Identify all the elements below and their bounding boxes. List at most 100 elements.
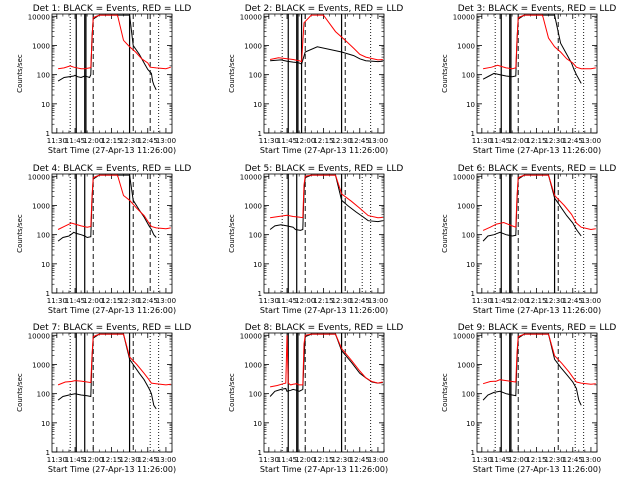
x-tick-label: 12:00 — [508, 137, 528, 145]
y-tick-label: 100 — [462, 391, 475, 399]
x-tick-label: 13:00 — [368, 137, 388, 145]
x-tick-label: 12:30 — [331, 297, 351, 305]
series-group — [57, 333, 171, 410]
y-tick-label: 10000 — [240, 173, 262, 181]
y-axis-label: Counts/sec — [228, 54, 236, 93]
y-tick-label: 1000 — [32, 361, 50, 369]
y-tick-label: 1 — [471, 290, 475, 298]
x-tick-label: 11:30 — [47, 137, 67, 145]
x-tick-label: 12:30 — [119, 456, 139, 464]
x-tick-label: 12:15 — [101, 456, 121, 464]
chart-title: Det 7: BLACK = Events, RED = LLD — [33, 323, 192, 333]
y-tick-label: 10000 — [28, 173, 50, 181]
series-line-red — [57, 174, 171, 230]
series-group — [482, 14, 596, 84]
y-tick-label: 1000 — [457, 202, 475, 210]
y-axis-label: Counts/sec — [16, 54, 24, 93]
plot-frame — [263, 332, 385, 453]
x-tick-label: 12:45 — [350, 297, 370, 305]
y-tick-label: 1 — [258, 290, 262, 298]
x-tick-label: 11:45 — [490, 137, 510, 145]
x-tick-label: 12:45 — [350, 456, 370, 464]
y-tick-label: 100 — [462, 232, 475, 240]
x-tick-label: 11:45 — [490, 456, 510, 464]
x-tick-label: 13:00 — [156, 297, 176, 305]
y-tick-label: 100 — [249, 72, 262, 80]
series-line-black — [270, 46, 383, 65]
y-tick-label: 1 — [46, 130, 50, 138]
x-tick-label: 12:00 — [508, 456, 528, 464]
x-tick-label: 12:30 — [544, 137, 564, 145]
y-axis-label: Counts/sec — [16, 373, 24, 412]
y-tick-label: 10 — [41, 420, 50, 428]
x-tick-label: 12:00 — [295, 297, 315, 305]
series-group — [269, 174, 383, 231]
y-axis-label: Counts/sec — [228, 373, 236, 412]
x-tick-label: 11:30 — [472, 137, 492, 145]
chart-title: Det 3: BLACK = Events, RED = LLD — [458, 4, 617, 14]
x-tick-label: 12:30 — [119, 137, 139, 145]
x-tick-label: 12:45 — [138, 456, 158, 464]
x-tick-label: 12:45 — [138, 297, 158, 305]
x-axis-label: Start Time (27-Apr-13 11:26:00) — [473, 146, 601, 155]
x-tick-label: 12:00 — [83, 297, 103, 305]
x-tick-label: 13:00 — [368, 456, 388, 464]
y-axis-label: Counts/sec — [441, 373, 449, 412]
series-line-black — [57, 333, 157, 410]
x-axis-label: Start Time (27-Apr-13 11:26:00) — [260, 146, 388, 155]
plot-frame — [51, 13, 173, 134]
series-line-black — [269, 174, 383, 231]
y-tick-label: 10 — [253, 101, 262, 109]
x-tick-label: 12:00 — [295, 456, 315, 464]
x-tick-label: 12:00 — [508, 297, 528, 305]
y-tick-label: 1 — [471, 449, 475, 457]
x-tick-label: 11:30 — [259, 456, 279, 464]
y-axis-label: Counts/sec — [441, 214, 449, 253]
y-tick-label: 10000 — [453, 13, 475, 21]
x-tick-label: 11:30 — [472, 297, 492, 305]
plot-frame — [51, 173, 173, 294]
series-line-red — [270, 174, 383, 219]
y-tick-label: 10 — [466, 420, 475, 428]
x-tick-label: 12:00 — [83, 456, 103, 464]
y-tick-label: 1 — [46, 290, 50, 298]
x-tick-label: 12:30 — [331, 137, 351, 145]
x-tick-label: 13:00 — [581, 137, 601, 145]
y-tick-label: 100 — [37, 72, 50, 80]
x-axis-label: Start Time (27-Apr-13 11:26:00) — [48, 146, 176, 155]
y-tick-label: 100 — [37, 391, 50, 399]
y-tick-label: 10000 — [453, 332, 475, 340]
series-line-black — [482, 14, 582, 84]
chart-panel-9: Det 9: BLACK = Events, RED = LLD Counts/s… — [441, 323, 616, 474]
y-tick-label: 1000 — [457, 361, 475, 369]
x-tick-label: 12:45 — [563, 297, 583, 305]
series-group — [269, 14, 383, 65]
plot-frame — [476, 13, 598, 134]
x-tick-label: 11:45 — [65, 137, 85, 145]
chart-panel-3: Det 3: BLACK = Events, RED = LLD Counts/s… — [441, 4, 616, 155]
x-axis-label: Start Time (27-Apr-13 11:26:00) — [48, 465, 176, 474]
series-group — [482, 174, 596, 242]
y-tick-label: 10 — [253, 420, 262, 428]
x-tick-label: 12:00 — [83, 137, 103, 145]
y-tick-label: 100 — [37, 232, 50, 240]
x-tick-label: 13:00 — [368, 297, 388, 305]
plot-frame — [263, 173, 385, 294]
plot-frame — [51, 332, 173, 453]
series-group — [57, 174, 171, 242]
series-group — [57, 14, 171, 91]
x-axis-label: Start Time (27-Apr-13 11:26:00) — [260, 465, 388, 474]
x-tick-label: 13:00 — [156, 456, 176, 464]
chart-title: Det 9: BLACK = Events, RED = LLD — [458, 323, 617, 333]
x-tick-label: 12:15 — [313, 137, 333, 145]
y-tick-label: 1 — [258, 449, 262, 457]
y-tick-label: 100 — [249, 391, 262, 399]
x-tick-label: 11:45 — [277, 456, 297, 464]
x-tick-label: 12:30 — [544, 456, 564, 464]
y-tick-label: 10000 — [240, 332, 262, 340]
chart-panel-2: Det 2: BLACK = Events, RED = LLD Counts/s… — [228, 4, 403, 155]
y-axis-label: Counts/sec — [16, 214, 24, 253]
y-tick-label: 10000 — [240, 13, 262, 21]
x-tick-label: 13:00 — [581, 456, 601, 464]
y-tick-label: 10 — [466, 101, 475, 109]
